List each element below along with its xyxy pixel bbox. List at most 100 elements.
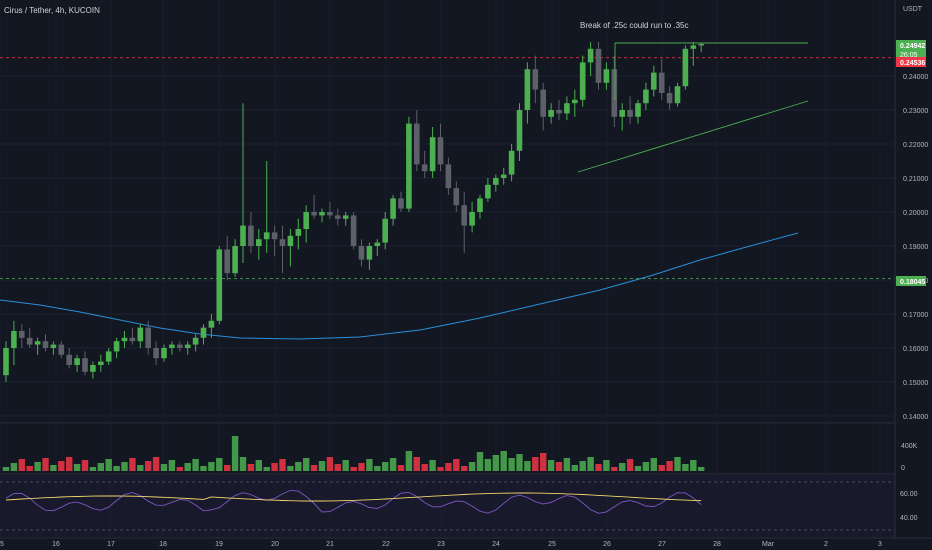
candle-body — [263, 232, 270, 240]
volume-bar — [18, 459, 25, 471]
candle-body — [579, 62, 586, 100]
volume-bar — [516, 454, 523, 471]
volume-bar — [263, 467, 270, 471]
price-tick: 0.22000 — [903, 142, 928, 149]
time-label: 27 — [658, 541, 666, 548]
time-label: 25 — [548, 541, 556, 548]
last-price-value: 0.24942 — [900, 43, 925, 50]
volume-bar — [405, 451, 413, 471]
candle-body — [224, 249, 230, 274]
candle-body — [279, 239, 286, 246]
time-label: 3 — [878, 541, 882, 548]
volume-bar — [10, 463, 18, 471]
last-price-tag: 0.24942 26:05 — [896, 40, 926, 60]
price-axis-ticks: 0.140000.150000.160000.170000.180000.190… — [903, 74, 928, 421]
candle-body — [319, 212, 325, 216]
time-axis-labels[interactable]: 1516171819202122232425262728Mar23 — [0, 541, 882, 548]
candle-body — [524, 69, 531, 110]
volume-bar — [642, 462, 650, 471]
volume-bar — [26, 466, 33, 471]
volume-bar — [374, 466, 381, 471]
volume-bar — [468, 462, 476, 471]
volume-bar — [650, 458, 657, 471]
volume-bar — [358, 463, 365, 471]
volume-bar — [595, 464, 602, 471]
candle-body — [548, 110, 554, 117]
volume-bar — [176, 467, 183, 471]
volume-bar — [89, 467, 97, 471]
trendlines[interactable] — [577, 42, 809, 173]
price-tick: 0.19000 — [903, 244, 928, 251]
candle-body — [556, 110, 562, 114]
volume-bar — [579, 461, 586, 471]
volume-axis-tick: 0 — [901, 465, 905, 472]
candle-body — [161, 348, 167, 359]
candle-body — [429, 137, 436, 172]
volume-bar — [208, 462, 215, 471]
horizontal-levels — [0, 57, 895, 279]
candle-body — [437, 137, 444, 165]
time-label: 16 — [52, 541, 60, 548]
candle-body — [256, 239, 262, 246]
candle-body — [327, 212, 333, 216]
volume-bar — [137, 465, 144, 471]
volume-bar — [224, 465, 231, 471]
time-label: 26 — [603, 541, 611, 548]
volume-bar — [73, 464, 81, 471]
candle-body — [595, 48, 602, 83]
candle-body — [82, 358, 88, 372]
candle-body — [406, 123, 412, 209]
candle-body — [421, 164, 428, 172]
volume-bar — [453, 459, 460, 471]
volume-bar — [476, 452, 484, 471]
candle-body — [658, 72, 665, 93]
candle-body — [587, 48, 594, 63]
candle-body — [105, 351, 112, 362]
volume-bar — [295, 462, 302, 471]
volume-bar — [619, 463, 626, 471]
candle-body — [200, 327, 207, 338]
price-axis-background[interactable] — [895, 0, 932, 538]
volume-bar — [437, 467, 444, 471]
volume-bar — [97, 463, 104, 471]
candle-body — [666, 93, 673, 104]
candle-body — [572, 99, 578, 104]
candle-body — [350, 215, 357, 246]
volume-bar — [160, 464, 168, 471]
candle-body — [11, 331, 17, 348]
time-label: 2 — [824, 541, 828, 548]
candle-body — [690, 45, 697, 49]
candle-body — [374, 242, 381, 246]
candle-body — [335, 215, 341, 219]
rsi-axis-tick: 40.00 — [900, 515, 918, 522]
volume-bar — [634, 466, 642, 471]
candle-body — [508, 150, 515, 175]
symbol-title[interactable]: Cirus / Tether, 4h, KUCOIN — [4, 6, 100, 15]
volume-bar — [413, 457, 420, 471]
red-level-value: 0.24536 — [900, 60, 925, 67]
rsi-axis-tick: 60.00 — [900, 491, 918, 498]
candle-body — [129, 337, 136, 342]
candle-body — [26, 337, 33, 345]
volume-bar — [682, 464, 689, 471]
rsi-band — [0, 475, 895, 537]
candle-body — [169, 344, 175, 348]
volume-bar — [690, 460, 697, 471]
volume-bar — [508, 458, 515, 471]
ascending-trendline — [577, 100, 809, 173]
grid — [0, 75, 895, 537]
candle-body — [311, 212, 317, 216]
volume-bar — [555, 462, 563, 471]
candle-body — [153, 348, 159, 359]
volume-bar — [34, 462, 41, 471]
candle-body — [382, 218, 388, 243]
volume-bar — [532, 457, 539, 471]
volume-bar — [152, 457, 160, 471]
candle-body — [674, 86, 681, 104]
candle-body — [248, 225, 254, 246]
ma-curve — [0, 232, 799, 340]
volume-bar — [287, 466, 294, 471]
annotation-text: Break of .25c could run to .35c — [580, 21, 689, 30]
time-label: 17 — [107, 541, 115, 548]
